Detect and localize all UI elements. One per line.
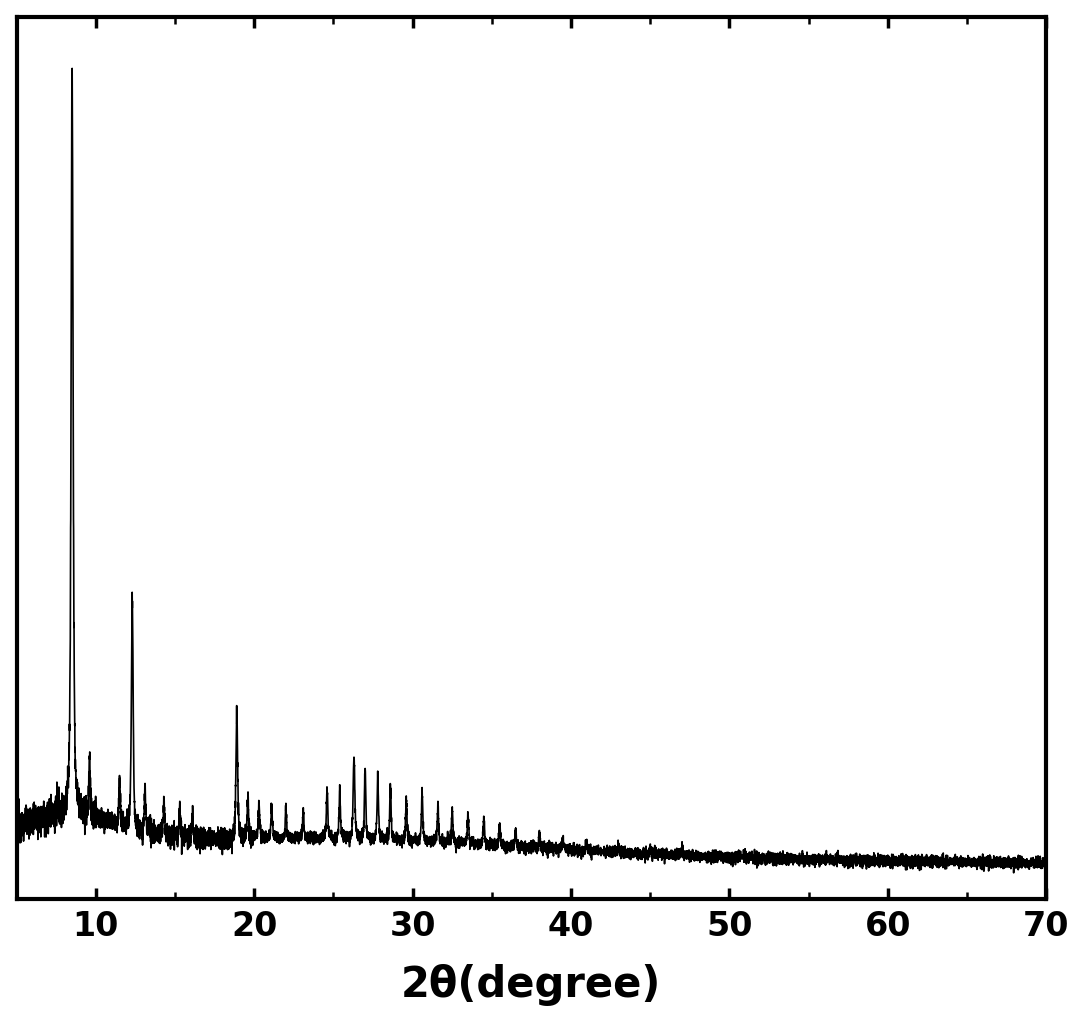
X-axis label: 2θ(degree): 2θ(degree) [401, 965, 661, 1007]
